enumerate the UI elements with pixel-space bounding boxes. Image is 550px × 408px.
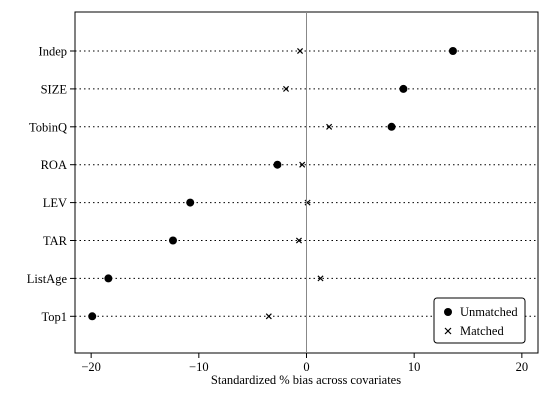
unmatched-point-tar bbox=[168, 236, 177, 245]
x-axis-label: Standardized % bias across covariates bbox=[211, 373, 401, 387]
x-tick-label: −20 bbox=[81, 360, 101, 374]
y-tick-label: TobinQ bbox=[29, 120, 67, 134]
legend-box bbox=[433, 297, 526, 344]
y-tick-label: Indep bbox=[39, 45, 67, 59]
matched-point-lev bbox=[304, 199, 311, 206]
row-top1: Top1 bbox=[41, 310, 538, 324]
legend: Unmatched Matched bbox=[433, 297, 526, 344]
y-tick-label: SIZE bbox=[41, 82, 68, 96]
row-tar: TAR bbox=[43, 234, 538, 248]
unmatched-point-listage bbox=[104, 274, 113, 283]
unmatched-point-indep bbox=[448, 47, 457, 55]
x-tick-label: 10 bbox=[408, 360, 421, 374]
row-roa: ROA bbox=[41, 158, 538, 172]
matched-point-tobinq bbox=[326, 123, 333, 130]
x-tick-label: −10 bbox=[189, 360, 209, 374]
matched-point-indep bbox=[297, 47, 304, 55]
x-axis: −20 −10 0 10 20 bbox=[81, 353, 528, 374]
row-tobinq: TobinQ bbox=[29, 120, 538, 134]
x-tick-label: 20 bbox=[516, 360, 529, 374]
row-indep: Indep bbox=[39, 45, 538, 59]
unmatched-point-roa bbox=[273, 160, 282, 169]
legend-matched-label: Matched bbox=[460, 324, 504, 338]
matched-point-top1 bbox=[265, 313, 272, 320]
y-tick-label: TAR bbox=[43, 234, 68, 248]
y-tick-label: LEV bbox=[43, 196, 67, 210]
unmatched-point-top1 bbox=[88, 312, 97, 321]
y-tick-label: ListAge bbox=[27, 272, 68, 286]
unmatched-point-lev bbox=[186, 198, 195, 207]
legend-matched-marker bbox=[444, 327, 452, 335]
y-tick-label: ROA bbox=[41, 158, 67, 172]
row-size: SIZE bbox=[41, 82, 538, 96]
y-tick-label: Top1 bbox=[41, 310, 67, 324]
unmatched-point-tobinq bbox=[387, 122, 396, 131]
matched-point-roa bbox=[299, 161, 306, 168]
row-lev: LEV bbox=[43, 196, 538, 210]
x-tick-label: 0 bbox=[303, 360, 309, 374]
matched-point-tar bbox=[295, 237, 302, 244]
row-listage: ListAge bbox=[27, 272, 538, 286]
category-rows: Indep SIZE TobinQ ROA LEV TAR ListAge Top1 bbox=[27, 45, 538, 324]
matched-point-listage bbox=[317, 275, 324, 282]
legend-unmatched-label: Unmatched bbox=[460, 305, 518, 319]
matched-point-size bbox=[283, 85, 290, 92]
unmatched-point-size bbox=[399, 84, 408, 93]
legend-unmatched-marker bbox=[444, 308, 452, 316]
